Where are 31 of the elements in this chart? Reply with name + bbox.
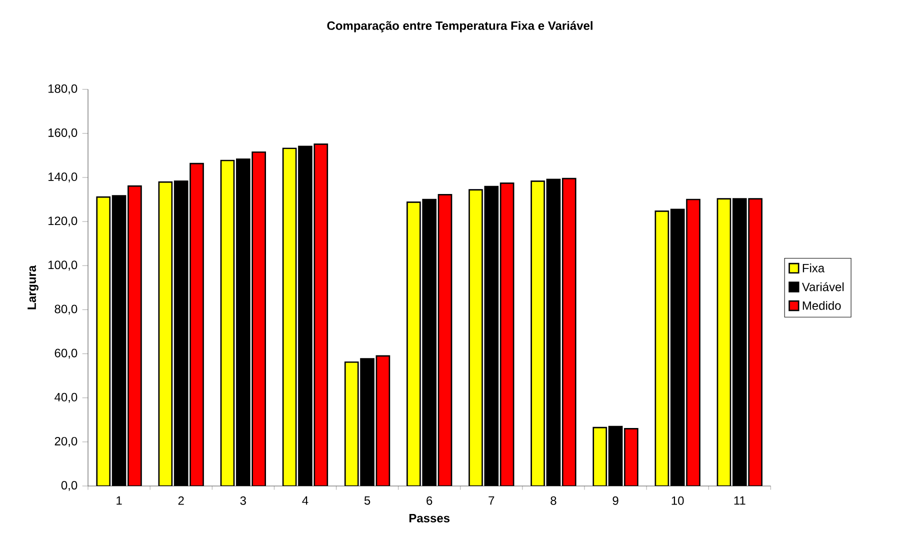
x-tick-label: 9	[612, 496, 618, 505]
x-tick-label: 3	[240, 496, 246, 505]
y-tick-label: 20,0	[54, 436, 78, 447]
y-tick-label: 80,0	[54, 304, 78, 315]
legend-label: Variável	[802, 282, 844, 292]
y-tick-label: 60,0	[54, 348, 78, 359]
bar	[220, 160, 235, 486]
y-tick-label: 0,0	[61, 481, 78, 491]
legend-label: Medido	[802, 301, 841, 310]
x-tick-label: 8	[550, 496, 556, 505]
x-tick-label: 11	[734, 496, 746, 505]
x-tick-label: 7	[488, 496, 494, 505]
x-tick-label: 10	[672, 496, 684, 505]
x-tick-label: 6	[426, 496, 432, 505]
x-tick-label: 4	[302, 496, 308, 505]
bar	[282, 148, 297, 486]
y-tick-label: 180,0	[48, 84, 78, 94]
y-tick-label: 100,0	[48, 260, 78, 271]
y-tick-label: 160,0	[48, 128, 78, 138]
legend-label: Fixa	[802, 264, 825, 272]
chart-title: Comparação entre Temperatura Fixa e Variável	[327, 21, 592, 32]
y-tick-label: 120,0	[48, 216, 78, 226]
bar	[716, 198, 732, 486]
x-tick-label: 5	[364, 496, 370, 505]
y-axis-title: Largura	[28, 265, 38, 310]
y-tick-label: 40,0	[54, 392, 78, 403]
x-tick-label: 2	[178, 496, 184, 505]
bar	[158, 181, 173, 486]
x-axis-title: Passes	[409, 514, 450, 522]
y-tick-label: 140,0	[48, 172, 78, 182]
x-tick-label: 1	[116, 496, 122, 505]
